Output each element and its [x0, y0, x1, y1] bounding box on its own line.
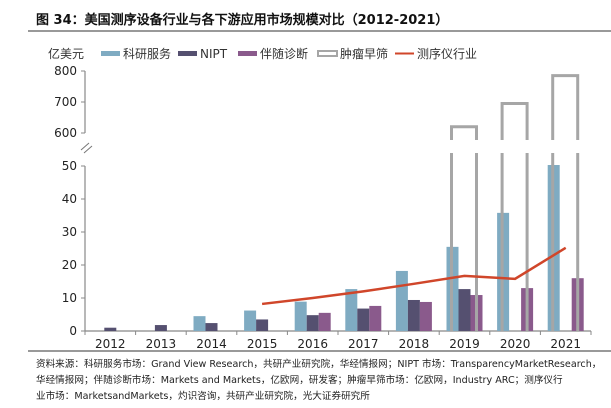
x-tick-label: 2019: [449, 337, 480, 351]
source-line-2: 华经情报网；伴随诊断市场：Markets and Markets，亿欧网，研发客…: [36, 374, 563, 386]
axes: 0 10 20 30 40 50 600 700 800 2012 2013 2014 2015 2016…: [54, 64, 591, 351]
source-line-3: 业市场：MarketsandMarkets，灼识咨询，共研产业研究院，光大证券研…: [36, 390, 370, 402]
x-tick-label: 2021: [550, 337, 581, 351]
x-tick-label: 2015: [247, 337, 278, 351]
x-tick-label: 2018: [399, 337, 430, 351]
x-tick-label: 2013: [146, 337, 177, 351]
y-tick-label: 40: [62, 192, 77, 206]
bar-伴随诊断-2016: [319, 313, 331, 331]
bar-伴随诊断-2017: [369, 306, 381, 331]
bar-NIPT-2012: [104, 328, 116, 331]
bar-科研服务-2017: [345, 289, 357, 331]
y-tick-label: 800: [54, 64, 77, 78]
legend-label: 伴随诊断: [260, 46, 308, 61]
chart-title: 图 34：美国测序设备行业与各下游应用市场规模对比（2012-2021）: [36, 12, 448, 28]
bar-NIPT-2013: [155, 325, 167, 331]
line-测序仪行业: [262, 248, 566, 304]
source-line-1: 资料来源：科研服务市场：Grand View Research，共研产业研究院，…: [36, 358, 601, 370]
bar-NIPT-2019: [459, 289, 471, 331]
y-axis-unit: 亿美元: [48, 46, 84, 61]
y-tick-label: 0: [69, 324, 77, 338]
y-tick-label: 50: [62, 159, 77, 173]
y-tick-label: 600: [54, 126, 77, 140]
x-tick-label: 2014: [196, 337, 227, 351]
y-tick-label: 10: [62, 291, 77, 305]
legend-label: 科研服务: [123, 46, 171, 61]
bar-NIPT-2016: [307, 315, 319, 331]
bar-科研服务-2014: [194, 316, 206, 331]
marks: [104, 76, 583, 331]
y-tick-label: 700: [54, 95, 77, 109]
x-tick-label: 2017: [348, 337, 379, 351]
legend: 科研服务 NIPT 伴随诊断 肿瘤早筛 测序仪行业: [101, 46, 477, 61]
legend-swatch: [318, 51, 337, 56]
bar-伴随诊断-2018: [420, 302, 432, 331]
bar-NIPT-2014: [206, 323, 218, 331]
legend-label: 测序仪行业: [417, 46, 477, 61]
bar-科研服务-2018: [396, 271, 408, 331]
axis-break-mark: [81, 143, 92, 153]
legend-swatch: [101, 51, 120, 56]
legend-swatch: [178, 51, 197, 56]
bar-科研服务-2015: [244, 311, 256, 331]
bar-NIPT-2015: [256, 319, 268, 331]
bar-NIPT-2017: [357, 309, 369, 331]
bar-NIPT-2018: [408, 300, 420, 331]
x-tick-label: 2012: [95, 337, 126, 351]
y-tick-label: 20: [62, 258, 77, 272]
legend-label: NIPT: [200, 47, 228, 61]
x-tick-label: 2020: [500, 337, 531, 351]
x-tick-label: 2016: [297, 337, 328, 351]
legend-swatch: [238, 51, 257, 56]
bar-科研服务-2016: [295, 302, 307, 331]
y-tick-label: 30: [62, 225, 77, 239]
legend-label: 肿瘤早筛: [340, 46, 388, 61]
